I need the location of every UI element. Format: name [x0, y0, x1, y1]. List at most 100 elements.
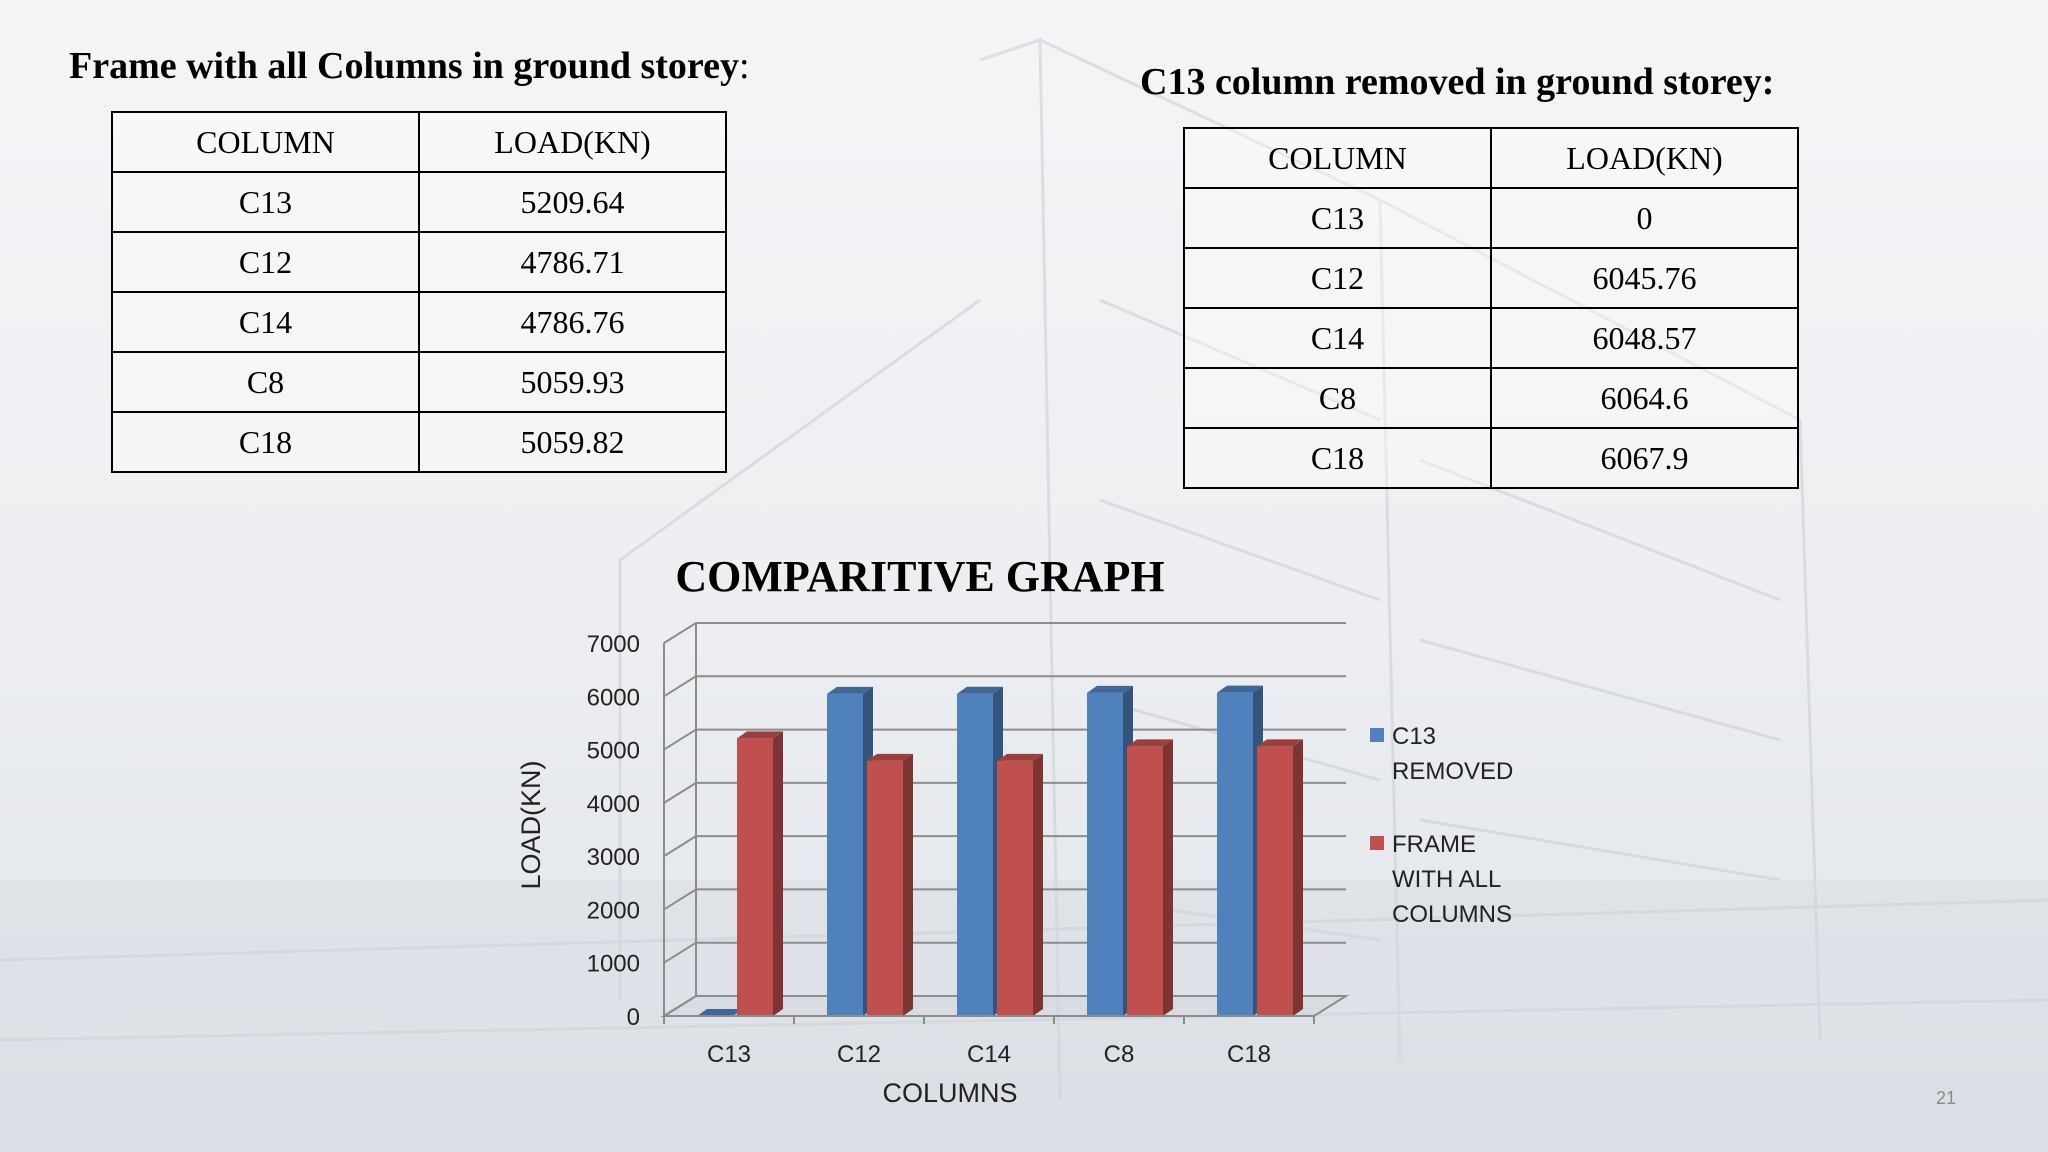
- bar: [1087, 685, 1133, 1016]
- bar: [1257, 739, 1303, 1016]
- table-row: C12 4786.71: [111, 231, 727, 293]
- y-tick-label: 7000: [587, 631, 640, 658]
- bar-side: [1293, 739, 1303, 1016]
- y-tick-label: 4000: [587, 791, 640, 818]
- chart-title: COMPARITIVE GRAPH: [675, 552, 1164, 601]
- bar: [867, 753, 913, 1016]
- bar-front: [867, 760, 903, 1016]
- load-cell: 5209.64: [418, 171, 727, 233]
- table-header-row: COLUMN LOAD(KN): [111, 111, 727, 173]
- load-header: LOAD(KN): [1490, 127, 1799, 189]
- y-tick-label: 1000: [587, 951, 640, 978]
- y-tick-label: 2000: [587, 897, 640, 924]
- column-cell: C14: [111, 291, 420, 353]
- bar-side: [1163, 739, 1173, 1016]
- gridline: [663, 675, 1346, 698]
- bar-top: [1217, 685, 1263, 693]
- load-cell: 6064.6: [1490, 367, 1799, 429]
- table-row: C14 6048.57: [1183, 307, 1799, 369]
- table-header-row: COLUMN LOAD(KN): [1183, 127, 1799, 189]
- bar: [737, 731, 783, 1016]
- gridline: [663, 622, 1346, 644]
- load-cell: 5059.93: [418, 351, 727, 413]
- bar-top: [1127, 739, 1173, 747]
- column-header: COLUMN: [111, 111, 420, 173]
- table-row: C18 5059.82: [111, 411, 727, 473]
- bar-front: [1217, 692, 1253, 1016]
- bar-front: [957, 693, 993, 1016]
- bar-side: [903, 753, 913, 1016]
- right-load-table: COLUMN LOAD(KN) C13 0 C12 6045.76 C14 60…: [1183, 127, 1799, 489]
- slide-number: 21: [1935, 1088, 1956, 1108]
- load-cell: 4786.71: [418, 231, 727, 293]
- bar-side: [773, 731, 783, 1016]
- y-tick-label: 0: [627, 1004, 640, 1031]
- load-cell: 5059.82: [418, 411, 727, 473]
- legend-swatch: [1370, 836, 1384, 850]
- load-cell: 6045.76: [1490, 247, 1799, 309]
- bar-front: [827, 693, 863, 1016]
- right-table-title: C13 column removed in ground storey:: [1140, 61, 1775, 103]
- column-cell: C18: [1183, 427, 1492, 489]
- bar-front: [1087, 692, 1123, 1016]
- y-tick-label: 6000: [587, 684, 640, 711]
- legend-label: REMOVED: [1392, 758, 1513, 785]
- table-row: C13 0: [1183, 187, 1799, 249]
- column-cell: C8: [1183, 367, 1492, 429]
- table-row: C14 4786.76: [111, 291, 727, 353]
- column-cell: C8: [111, 351, 420, 413]
- y-tick-label: 5000: [587, 738, 640, 765]
- load-header: LOAD(KN): [418, 111, 727, 173]
- bar-top: [737, 731, 783, 739]
- x-tick-label: C13: [707, 1041, 751, 1068]
- bar: [997, 753, 1043, 1016]
- table-row: C13 5209.64: [111, 171, 727, 233]
- left-table-title: Frame with all Columns in ground storey:: [69, 45, 750, 87]
- column-header: COLUMN: [1183, 127, 1492, 189]
- table-row: C8 5059.93: [111, 351, 727, 413]
- legend-swatch: [1370, 728, 1384, 742]
- bar-front: [1257, 746, 1293, 1016]
- column-cell: C12: [1183, 247, 1492, 309]
- x-tick-label: C8: [1104, 1041, 1135, 1068]
- bar: [957, 686, 1003, 1016]
- legend-label: FRAME: [1392, 831, 1476, 858]
- y-axis-label: LOAD(KN): [516, 760, 546, 889]
- x-tick-label: C12: [837, 1041, 881, 1068]
- bar-top: [1087, 685, 1133, 693]
- bar-top: [867, 753, 913, 761]
- load-cell: 0: [1490, 187, 1799, 249]
- bar-top: [997, 753, 1043, 761]
- bar: [1217, 685, 1263, 1016]
- x-tick-label: C14: [967, 1041, 1011, 1068]
- bar-top: [1257, 739, 1303, 747]
- bar-top: [827, 686, 873, 694]
- legend-label: C13: [1392, 723, 1436, 750]
- column-cell: C18: [111, 411, 420, 473]
- bar-front: [737, 738, 773, 1016]
- bar-top: [957, 686, 1003, 694]
- load-cell: 4786.76: [418, 291, 727, 353]
- table-row: C18 6067.9: [1183, 427, 1799, 489]
- table-row: C12 6045.76: [1183, 247, 1799, 309]
- table-row: C8 6064.6: [1183, 367, 1799, 429]
- column-cell: C14: [1183, 307, 1492, 369]
- bar: [697, 1009, 743, 1016]
- bar-side: [1033, 753, 1043, 1016]
- left-load-table: COLUMN LOAD(KN) C13 5209.64 C12 4786.71 …: [111, 111, 727, 473]
- column-cell: C13: [1183, 187, 1492, 249]
- bar-front: [997, 760, 1033, 1016]
- legend-label: COLUMNS: [1392, 901, 1512, 928]
- load-cell: 6067.9: [1490, 427, 1799, 489]
- bar: [1127, 739, 1173, 1016]
- x-axis-label: COLUMNS: [882, 1078, 1017, 1108]
- legend-label: WITH ALL: [1392, 866, 1501, 893]
- column-cell: C13: [111, 171, 420, 233]
- x-tick-label: C18: [1227, 1041, 1271, 1068]
- load-cell: 6048.57: [1490, 307, 1799, 369]
- column-cell: C12: [111, 231, 420, 293]
- bar-top: [697, 1009, 743, 1016]
- y-tick-label: 3000: [587, 844, 640, 871]
- bar-front: [1127, 746, 1163, 1016]
